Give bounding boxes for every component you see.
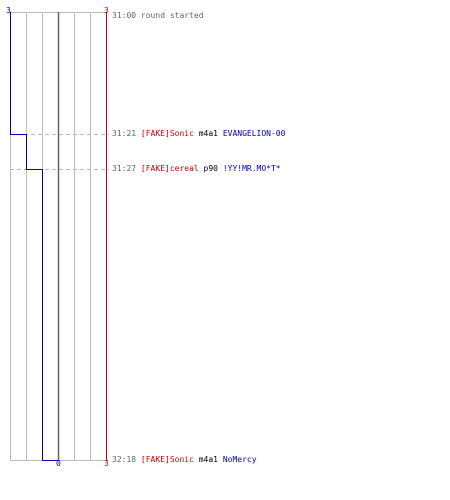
grid-lines: [10, 12, 91, 461]
event-victim: NoMercy: [222, 455, 257, 464]
event-victim: !YY!MR.MO*T*: [222, 164, 281, 173]
event-time: 32:18: [112, 455, 137, 464]
event-weapon: m4a1: [198, 129, 218, 138]
event-killer: [FAKE]Sonic: [140, 455, 194, 464]
event-time: 31:00: [112, 11, 137, 20]
red-team-score-top: 3: [104, 6, 109, 15]
event-killer: [FAKE]cereal: [140, 164, 199, 173]
blue-score-line: [10, 12, 59, 461]
blue-team-score-top: 3: [6, 6, 11, 15]
event-time: 31:21: [112, 129, 137, 138]
event-killer: [FAKE]Sonic: [140, 129, 194, 138]
event-row-kill: 31:21 [FAKE]Sonic m4a1 EVANGELION-00: [112, 129, 285, 139]
event-weapon: m4a1: [198, 455, 218, 464]
event-text: round started: [140, 11, 204, 20]
red-team-score-bottom: 3: [104, 459, 109, 468]
event-row-kill: 32:18 [FAKE]Sonic m4a1 NoMercy: [112, 455, 257, 465]
event-weapon: p90: [203, 164, 218, 173]
blue-team-score-bottom: 0: [56, 459, 61, 468]
event-time: 31:27: [112, 164, 137, 173]
event-victim: EVANGELION-00: [222, 129, 286, 138]
event-row-round-start: 31:00 round started: [112, 11, 204, 21]
event-row-kill: 31:27 [FAKE]cereal p90 !YY!MR.MO*T*: [112, 164, 281, 174]
